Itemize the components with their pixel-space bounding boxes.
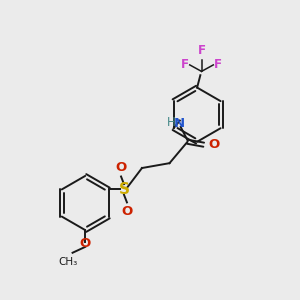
Text: S: S <box>118 182 130 197</box>
Text: O: O <box>121 205 133 218</box>
Text: CH₃: CH₃ <box>58 257 77 267</box>
Text: F: F <box>214 58 222 71</box>
Text: O: O <box>208 138 219 151</box>
Text: H: H <box>167 116 176 129</box>
Text: O: O <box>80 237 91 250</box>
Text: F: F <box>181 58 189 71</box>
Text: N: N <box>174 117 185 130</box>
Text: O: O <box>116 161 127 174</box>
Text: F: F <box>197 44 206 57</box>
